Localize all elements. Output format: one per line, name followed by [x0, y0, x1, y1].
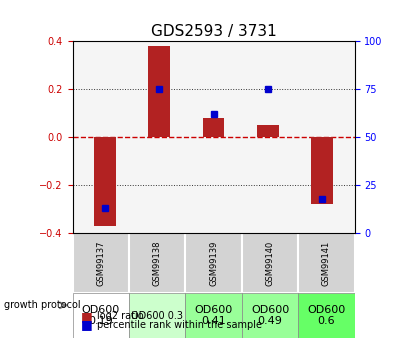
FancyBboxPatch shape — [298, 293, 355, 338]
Bar — [257, 125, 279, 137]
Bar — [311, 137, 333, 205]
Text: OD600
0.41: OD600 0.41 — [195, 305, 233, 326]
Text: OD600
0.19: OD600 0.19 — [82, 305, 120, 326]
Text: percentile rank within the sample: percentile rank within the sample — [97, 320, 262, 330]
Bar — [94, 137, 116, 226]
FancyBboxPatch shape — [242, 233, 298, 293]
Text: GSM99141: GSM99141 — [322, 240, 331, 286]
Text: GSM99138: GSM99138 — [153, 240, 162, 286]
FancyBboxPatch shape — [298, 233, 355, 293]
Text: log2 ratio: log2 ratio — [97, 312, 143, 321]
FancyBboxPatch shape — [242, 293, 298, 338]
Text: GSM99140: GSM99140 — [266, 240, 274, 286]
Bar — [148, 46, 170, 137]
Text: OD600 0.3: OD600 0.3 — [131, 310, 183, 321]
FancyBboxPatch shape — [73, 233, 129, 293]
FancyBboxPatch shape — [185, 293, 242, 338]
Text: ■: ■ — [81, 318, 92, 332]
Text: growth protocol: growth protocol — [4, 300, 81, 310]
Text: GSM99139: GSM99139 — [209, 240, 218, 286]
Text: GSM99137: GSM99137 — [96, 240, 105, 286]
FancyBboxPatch shape — [73, 293, 129, 338]
Bar — [203, 118, 224, 137]
Text: OD600
0.6: OD600 0.6 — [307, 305, 345, 326]
Title: GDS2593 / 3731: GDS2593 / 3731 — [151, 24, 276, 39]
Text: ■: ■ — [81, 310, 92, 323]
FancyBboxPatch shape — [129, 293, 185, 338]
FancyBboxPatch shape — [129, 233, 185, 293]
FancyBboxPatch shape — [185, 233, 242, 293]
Text: OD600
0.49: OD600 0.49 — [251, 305, 289, 326]
